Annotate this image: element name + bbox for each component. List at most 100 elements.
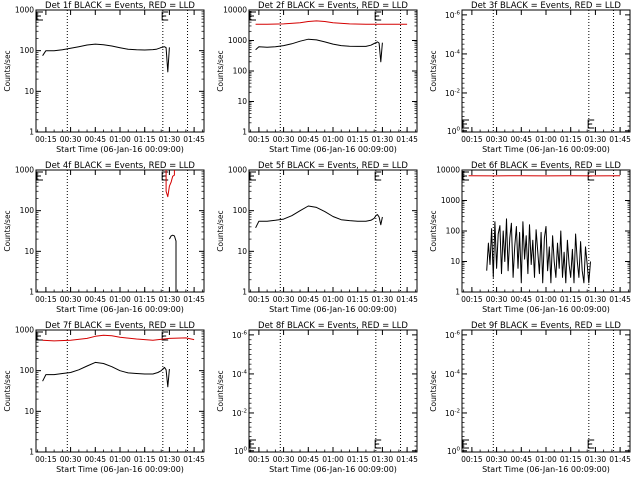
plot-8-xtick-label: 00:15 — [248, 455, 270, 464]
plot-9-xlabel: Start Time (06-Jan-16 00:09:00) — [482, 465, 610, 474]
plot-2-title: Det 2f BLACK = Events, RED = LLD — [258, 1, 408, 11]
plot-3-xtick-label: 01:45 — [609, 135, 631, 144]
plot-3-xtick-label: 00:15 — [461, 135, 483, 144]
plot-1-xtick-label: 01:45 — [183, 135, 205, 144]
plot-1-frame — [35, 9, 205, 133]
plot-4-xlabel: Start Time (06-Jan-16 00:09:00) — [56, 305, 184, 314]
plot-5-xtick-label: 01:45 — [396, 295, 418, 304]
plot-5-xtick-label: 01:00 — [322, 295, 344, 304]
plot-3-xtick-label: 01:15 — [560, 135, 582, 144]
plot-8-xlabel: Start Time (06-Jan-16 00:09:00) — [269, 465, 397, 474]
plot-7-xtick-label: 00:15 — [35, 455, 57, 464]
plot-8-xtick-label: 01:45 — [396, 455, 418, 464]
plot-9-ytick-label: 100 — [447, 446, 461, 456]
plot-1-ytick-label: 1000 — [15, 6, 34, 15]
plot-1-ytick-label: 100 — [20, 46, 35, 55]
plot-8-ylabel: Counts/sec — [216, 370, 225, 411]
plot-7-ytick-label: 100 — [20, 366, 35, 375]
plot-5-series-events — [255, 205, 383, 229]
plot-7-bracket-marker — [36, 331, 43, 341]
plot-2-ytick-label: 1 — [242, 128, 247, 137]
plot-8-xtick-label: 01:30 — [372, 455, 394, 464]
plot-4-ytick-label: 100 — [20, 206, 35, 215]
plot-6-bracket-marker — [462, 171, 469, 181]
plot-9-ylabel: Counts/sec — [429, 370, 438, 411]
plot-9-bracket-marker — [462, 439, 469, 449]
plot-8-ytick-label: 100 — [234, 446, 248, 456]
plot-6-ytick-label: 1 — [455, 288, 460, 297]
plot-5-xlabel: Start Time (06-Jan-16 00:09:00) — [269, 305, 397, 314]
plot-9-xtick-label: 01:00 — [535, 455, 557, 464]
plot-9-frame — [461, 329, 631, 453]
plot-4-ytick-label: 1 — [29, 288, 34, 297]
plot-2-xtick-label: 01:15 — [347, 135, 369, 144]
plot-6-xtick-label: 01:30 — [585, 295, 607, 304]
plot-3-xtick-label: 00:45 — [510, 135, 532, 144]
plot-9-xtick-label: 00:45 — [510, 455, 532, 464]
plot-1-xtick-label: 01:30 — [159, 135, 181, 144]
plot-9-ytick-label: 10-6 — [445, 330, 461, 340]
plot-7-series-lld — [42, 334, 195, 342]
plot-1-xtick-label: 01:00 — [109, 135, 131, 144]
plot-1-ytick-label: 10 — [24, 87, 34, 96]
plot-2-xlabel: Start Time (06-Jan-16 00:09:00) — [269, 145, 397, 154]
plot-3-bracket-marker — [587, 119, 595, 129]
plot-7-xtick-label: 01:45 — [183, 455, 205, 464]
plot-7-ytick-label: 10 — [24, 407, 34, 416]
plot-7-title: Det 7f BLACK = Events, RED = LLD — [45, 321, 195, 331]
plot-1-bracket-marker — [36, 11, 43, 21]
plot-2-ytick-label: 10000 — [223, 6, 247, 15]
plot-9-xtick-label: 00:15 — [461, 455, 483, 464]
plot-2-series-events — [255, 38, 383, 63]
plot-8-xtick-label: 01:00 — [322, 455, 344, 464]
plot-2-series-lld — [255, 20, 408, 25]
plot-2-ytick-label: 1000 — [228, 36, 247, 45]
plot-6-ytick-label: 10000 — [436, 166, 460, 175]
plot-3-ytick-label: 10-2 — [445, 88, 460, 98]
plot-9-xtick-label: 01:15 — [560, 455, 582, 464]
plot-3-xtick-label: 01:00 — [535, 135, 557, 144]
plot-8-bracket-marker — [249, 439, 256, 449]
plot-9-xtick-label: 01:45 — [609, 455, 631, 464]
plot-8-xtick-label: 00:30 — [273, 455, 295, 464]
plot-2-bracket-marker — [374, 11, 382, 21]
plot-2-bracket-marker — [249, 11, 256, 21]
plot-2-frame — [248, 9, 418, 133]
plot-7-xtick-label: 00:45 — [84, 455, 106, 464]
plot-1-bracket-marker — [161, 11, 169, 21]
plot-2-xtick-label: 00:15 — [248, 135, 270, 144]
plot-6-xtick-label: 00:30 — [486, 295, 508, 304]
plot-4-xtick-label: 01:45 — [183, 295, 205, 304]
plot-3-ytick-label: 10-6 — [445, 10, 461, 20]
plot-8-xtick-label: 01:15 — [347, 455, 369, 464]
plot-5-bracket-marker — [249, 171, 256, 181]
plot-3-bracket-marker — [462, 119, 469, 129]
plot-3-xtick-label: 01:30 — [585, 135, 607, 144]
plot-7-ylabel: Counts/sec — [3, 370, 12, 411]
plot-6-xtick-label: 00:15 — [461, 295, 483, 304]
plot-4-xtick-label: 00:15 — [35, 295, 57, 304]
plot-1-xtick-label: 00:30 — [60, 135, 82, 144]
plot-4-xtick-label: 00:30 — [60, 295, 82, 304]
plot-6-series-events — [486, 218, 591, 284]
plot-4-ytick-label: 10 — [24, 247, 34, 256]
plot-6-ytick-label: 1000 — [441, 196, 460, 205]
plot-9-ytick-label: 10-2 — [445, 408, 460, 418]
plot-5-ytick-label: 100 — [233, 206, 248, 215]
plot-5-frame — [248, 169, 418, 293]
plot-9-xtick-label: 00:30 — [486, 455, 508, 464]
plot-2-ylabel: Counts/sec — [216, 50, 225, 91]
plot-6-xtick-label: 00:45 — [510, 295, 532, 304]
plot-2-ytick-label: 10 — [237, 97, 247, 106]
plot-1-xtick-label: 00:15 — [35, 135, 57, 144]
plot-7-ytick-label: 1 — [29, 448, 34, 457]
plot-4-frame — [35, 169, 205, 293]
plot-5-ytick-label: 10 — [237, 247, 247, 256]
plot-1-xtick-label: 01:15 — [134, 135, 156, 144]
plot-7-series-events — [42, 361, 170, 388]
plot-5-xtick-label: 00:45 — [297, 295, 319, 304]
plot-4-xtick-label: 01:15 — [134, 295, 156, 304]
plot-8-frame — [248, 329, 418, 453]
plot-6-title: Det 6f BLACK = Events, RED = LLD — [471, 161, 621, 171]
plot-5-title: Det 5f BLACK = Events, RED = LLD — [258, 161, 408, 171]
